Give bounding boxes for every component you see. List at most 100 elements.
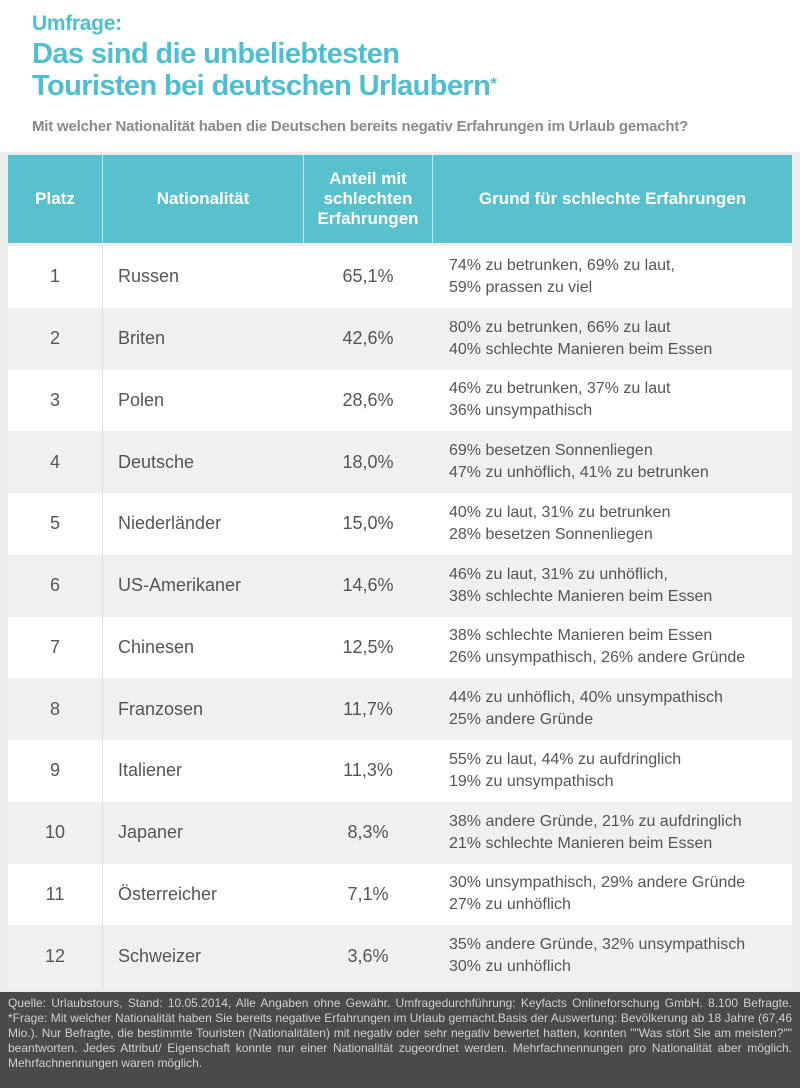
reason-line-1: 38% schlechte Manieren beim Essen: [449, 627, 713, 645]
table-row: 1 Russen 65,1% 74% zu betrunken, 69% zu lau…: [8, 246, 792, 308]
column-divider: [102, 801, 103, 864]
reason-line-2: 27% zu unhöflich: [449, 896, 571, 914]
title-line-2: Touristen bei deutschen Urlaubern: [32, 70, 491, 102]
reason-line-1: 55% zu laut, 44% zu aufdringlich: [449, 750, 682, 768]
column-header-share: Anteil mit schlechten Erfahrungen: [317, 169, 419, 228]
reason-cell: 46% zu betrunken, 37% zu laut 36% unsympa…: [449, 370, 789, 432]
nationality-cell: Franzosen: [118, 698, 204, 719]
column-divider: [102, 740, 103, 802]
reason-line-1: 40% zu laut, 31% zu betrunken: [449, 503, 671, 521]
nationality-cell: Italiener: [118, 760, 183, 781]
reason-line-1: 35% andere Gründe, 32% unsympathisch: [449, 936, 746, 954]
reason-line-1: 38% andere Gründe, 21% zu aufdringlich: [449, 812, 742, 830]
reason-line-2: 47% zu unhöflich, 41% zu betrunken: [449, 464, 709, 482]
reason-line-2: 38% schlechte Manieren beim Essen: [449, 587, 713, 605]
rank-cell: 8: [49, 698, 60, 719]
nationality-cell: Deutsche: [118, 451, 195, 472]
column-divider: [102, 307, 103, 370]
table-header: Platz Nationalität Anteil mit schlechten…: [8, 155, 792, 243]
nationality-cell: Briten: [118, 328, 166, 349]
reason-cell: 80% zu betrunken, 66% zu laut 40% schlech…: [449, 308, 789, 370]
reason-line-2: 21% schlechte Manieren beim Essen: [449, 834, 713, 852]
nationality-cell: Polen: [118, 389, 165, 410]
reason-cell: 38% andere Gründe, 21% zu aufdringlich 21…: [449, 802, 789, 864]
share-cell: 18,0%: [342, 451, 394, 472]
share-cell: 14,6%: [342, 575, 394, 596]
reason-cell: 44% zu unhöflich, 40% unsympathisch 25% a…: [449, 678, 789, 740]
table-row: 9 Italiener 11,3% 55% zu laut, 44% zu aufdr…: [8, 740, 792, 802]
column-divider: [102, 493, 103, 555]
nationality-cell: US-Amerikaner: [118, 575, 242, 596]
reason-line-2: 26% unsympathisch, 26% andere Gründe: [449, 649, 746, 667]
rank-cell: 6: [49, 575, 60, 596]
nationality-cell: Niederländer: [118, 513, 222, 534]
table-row: 6 US-Amerikaner 14,6% 46% zu laut, 31% zu u…: [8, 554, 792, 617]
share-cell: 8,3%: [347, 822, 389, 843]
table-row: 12 Schweizer 3,6% 35% andere Gründe, 32% un…: [8, 925, 792, 987]
reason-cell: 38% schlechte Manieren beim Essen 26% uns…: [449, 617, 789, 679]
column-divider: [102, 616, 103, 679]
share-cell: 11,3%: [343, 760, 393, 781]
table-row: 11 Österreicher 7,1% 30% unsympathisch, 29%…: [8, 863, 792, 926]
subtitle: Mit welcher Nationalität haben die Deuts…: [32, 118, 689, 135]
infographic-card: Umfrage: Das sind die unbeliebtesten Tou…: [0, 0, 800, 992]
column-divider: [102, 863, 103, 926]
table-row: 8 Franzosen 11,7% 44% zu unhöflich, 40% uns…: [8, 678, 792, 740]
column-divider: [102, 431, 103, 493]
reason-line-1: 30% unsympathisch, 29% andere Gründe: [449, 874, 746, 892]
table-row: 2 Briten 42,6% 80% zu betrunken, 66% zu lau…: [8, 307, 792, 370]
column-header-rank: Platz: [35, 189, 75, 208]
reason-line-2: 25% andere Gründe: [449, 711, 594, 729]
share-cell: 7,1%: [347, 883, 389, 904]
header-divider: [102, 155, 103, 243]
rank-cell: 4: [49, 451, 60, 472]
reason-line-2: 40% schlechte Manieren beim Essen: [449, 340, 713, 358]
reason-cell: 30% unsympathisch, 29% andere Gründe 27% …: [449, 864, 789, 926]
reason-line-2: 28% besetzen Sonnenliegen: [449, 525, 653, 543]
reason-line-1: 74% zu betrunken, 69% zu laut,: [449, 256, 675, 274]
nationality-cell: Österreicher: [118, 883, 218, 904]
column-divider: [102, 554, 103, 617]
reason-cell: 74% zu betrunken, 69% zu laut, 59% prasse…: [449, 246, 789, 308]
share-cell: 3,6%: [347, 945, 389, 966]
column-divider: [102, 369, 103, 432]
share-cell: 11,7%: [343, 698, 393, 719]
title-footnote-marker: *: [490, 74, 497, 93]
table-body: 1 Russen 65,1% 74% zu betrunken, 69% zu lau…: [8, 246, 792, 987]
nationality-cell: Japaner: [118, 822, 184, 843]
kicker: Umfrage:: [32, 12, 122, 35]
column-divider: [102, 246, 103, 308]
reason-cell: 69% besetzen Sonnenliegen 47% zu unhöflic…: [449, 431, 789, 493]
reason-line-2: 19% zu unsympathisch: [449, 772, 614, 790]
share-cell: 12,5%: [342, 636, 394, 657]
nationality-cell: Chinesen: [118, 636, 195, 657]
table-row: 5 Niederländer 15,0% 40% zu laut, 31% zu be…: [8, 493, 792, 555]
table-row: 7 Chinesen 12,5% 38% schlechte Manieren bei…: [8, 616, 792, 679]
column-divider: [102, 678, 103, 740]
reason-line-1: 44% zu unhöflich, 40% unsympathisch: [449, 689, 723, 707]
reason-line-1: 46% zu betrunken, 37% zu laut: [449, 380, 671, 398]
share-cell: 28,6%: [342, 389, 394, 410]
table-row: 4 Deutsche 18,0% 69% besetzen Sonnenliegen 4…: [8, 431, 792, 493]
title-line-1: Das sind die unbeliebtesten: [32, 38, 400, 70]
rank-cell: 2: [49, 328, 60, 349]
page-title: Das sind die unbeliebtesten Touristen be…: [32, 38, 497, 102]
reason-cell: 55% zu laut, 44% zu aufdringlich 19% zu u…: [449, 740, 789, 802]
table-row: 10 Japaner 8,3% 38% andere Gründe, 21% zu a…: [8, 801, 792, 864]
share-cell: 65,1%: [342, 266, 394, 287]
reason-line-1: 69% besetzen Sonnenliegen: [449, 442, 653, 460]
rank-cell: 5: [49, 513, 60, 534]
header-divider: [432, 155, 433, 243]
rank-cell: 11: [45, 883, 65, 904]
rank-cell: 1: [49, 266, 60, 287]
reason-line-1: 46% zu laut, 31% zu unhöflich,: [449, 565, 668, 583]
rank-cell: 12: [44, 945, 66, 966]
reason-cell: 40% zu laut, 31% zu betrunken 28% besetze…: [449, 493, 789, 555]
reason-line-2: 59% prassen zu viel: [449, 278, 593, 296]
reason-cell: 35% andere Gründe, 32% unsympathisch 30% …: [449, 925, 789, 987]
nationality-cell: Schweizer: [118, 945, 202, 966]
reason-cell: 46% zu laut, 31% zu unhöflich, 38% schlec…: [449, 555, 789, 617]
footnote: Quelle: Urlaubstours, Stand: 10.05.2014,…: [8, 996, 792, 1070]
column-divider: [102, 925, 103, 987]
rank-cell: 9: [49, 760, 60, 781]
